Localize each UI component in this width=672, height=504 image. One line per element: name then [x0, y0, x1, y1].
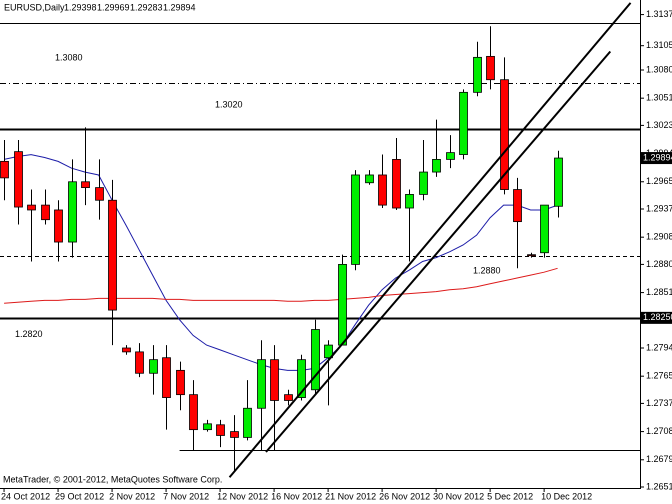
candle-body: [405, 194, 414, 209]
y-tick-label: 1.2851: [646, 287, 672, 297]
candle-body: [554, 157, 563, 207]
candle-body: [270, 359, 279, 401]
ohlc-value: 1.29283: [130, 2, 163, 12]
candle-body: [446, 152, 455, 160]
candle-body: [54, 209, 63, 243]
annotation: 1.2880: [473, 265, 501, 275]
candle-body: [540, 204, 549, 254]
y-tick-label: 1.2908: [646, 232, 672, 242]
x-tick-label: 26 Nov 2012: [379, 491, 430, 501]
candle-body: [473, 56, 482, 93]
y-tick-label: 1.2794: [646, 342, 672, 352]
level-price-box: [641, 311, 672, 324]
candle-body: [500, 79, 509, 190]
candle-body: [527, 254, 536, 257]
candle-body: [365, 174, 374, 184]
moving-average: [4, 267, 558, 304]
y-tick-label: 1.3137: [646, 9, 672, 19]
candle-body: [351, 174, 360, 265]
y-tick-label: 1.2679: [646, 454, 672, 464]
y-tick-label: 1.2765: [646, 371, 672, 381]
y-tick-label: 1.2965: [646, 176, 672, 186]
ohlc-value: 1.29969: [97, 2, 130, 12]
x-tick-label: 21 Nov 2012: [325, 491, 376, 501]
candle-body: [0, 160, 9, 179]
candle-body: [135, 351, 144, 374]
candle-body: [122, 347, 131, 353]
candle-body: [14, 151, 23, 208]
candle-body: [432, 159, 441, 173]
trendline: [228, 2, 632, 478]
candle-body: [41, 204, 50, 221]
y-tick-label: 1.2651: [646, 481, 672, 491]
candle-body: [108, 199, 117, 311]
x-tick-label: 12 Nov 2012: [217, 491, 268, 501]
x-tick-label: 5 Dec 2012: [487, 491, 533, 501]
candle-body: [459, 91, 468, 155]
symbol-title: EURUSD,Daily: [4, 2, 65, 12]
y-tick-label: 1.2880: [646, 259, 672, 269]
candle-body: [216, 424, 225, 436]
copyright: MetaTrader, © 2001-2012, MetaQuotes Soft…: [3, 474, 222, 484]
x-tick-label: 16 Nov 2012: [271, 491, 322, 501]
y-tick-label: 1.3105: [646, 40, 672, 50]
x-tick-label: 7 Nov 2012: [163, 491, 209, 501]
x-tick-label: 24 Oct 2012: [1, 491, 50, 501]
candle-body: [176, 369, 185, 396]
y-tick-label: 1.2737: [646, 398, 672, 408]
candle-body: [230, 431, 239, 438]
candle-body: [284, 394, 293, 401]
ohlc-value: 1.29894: [163, 2, 196, 12]
candle-body: [243, 407, 252, 438]
candle-body: [486, 55, 495, 81]
candle-body: [81, 181, 90, 189]
candle-body: [378, 174, 387, 206]
candle-body: [297, 359, 306, 398]
candle-body: [189, 394, 198, 431]
candle-body: [311, 329, 320, 391]
candle-body: [203, 423, 212, 431]
level-price-label: 1.28250: [643, 312, 672, 322]
candle-body: [27, 204, 36, 211]
x-tick-label: 29 Oct 2012: [55, 491, 104, 501]
overlay: EURUSD,Daily 1.29398 1.29969 1.29283 1.29894…: [3, 2, 672, 484]
annotation: 1.3080: [55, 52, 83, 62]
y-tick-label: 1.3080: [646, 64, 672, 74]
moving-average: [3, 154, 558, 371]
candle-body: [513, 189, 522, 223]
x-tick-label: 10 Dec 2012: [541, 491, 592, 501]
annotation: 1.3020: [215, 99, 243, 109]
x-tick-label: 2 Nov 2012: [109, 491, 155, 501]
candle-body: [419, 171, 428, 195]
candle-body: [95, 187, 104, 201]
candle-body: [324, 344, 333, 359]
y-tick-label: 1.2937: [646, 203, 672, 213]
y-tick-label: 1.3023: [646, 120, 672, 130]
y-tick-label: 1.2708: [646, 426, 672, 436]
candle-body: [392, 159, 401, 209]
annotation: 1.2820: [15, 329, 43, 339]
x-tick-label: 30 Nov 2012: [433, 491, 484, 501]
candle-body: [338, 263, 347, 346]
y-tick-label: 1.3051: [646, 93, 672, 103]
candle-body: [149, 359, 158, 374]
trendline: [265, 50, 612, 453]
candle-body: [162, 357, 171, 398]
candle-body: [257, 359, 266, 409]
current-price-box: [641, 152, 672, 165]
candle-body: [68, 181, 77, 243]
ohlc-value: 1.29398: [64, 2, 97, 12]
current-price-label: 1.29894: [643, 152, 672, 162]
